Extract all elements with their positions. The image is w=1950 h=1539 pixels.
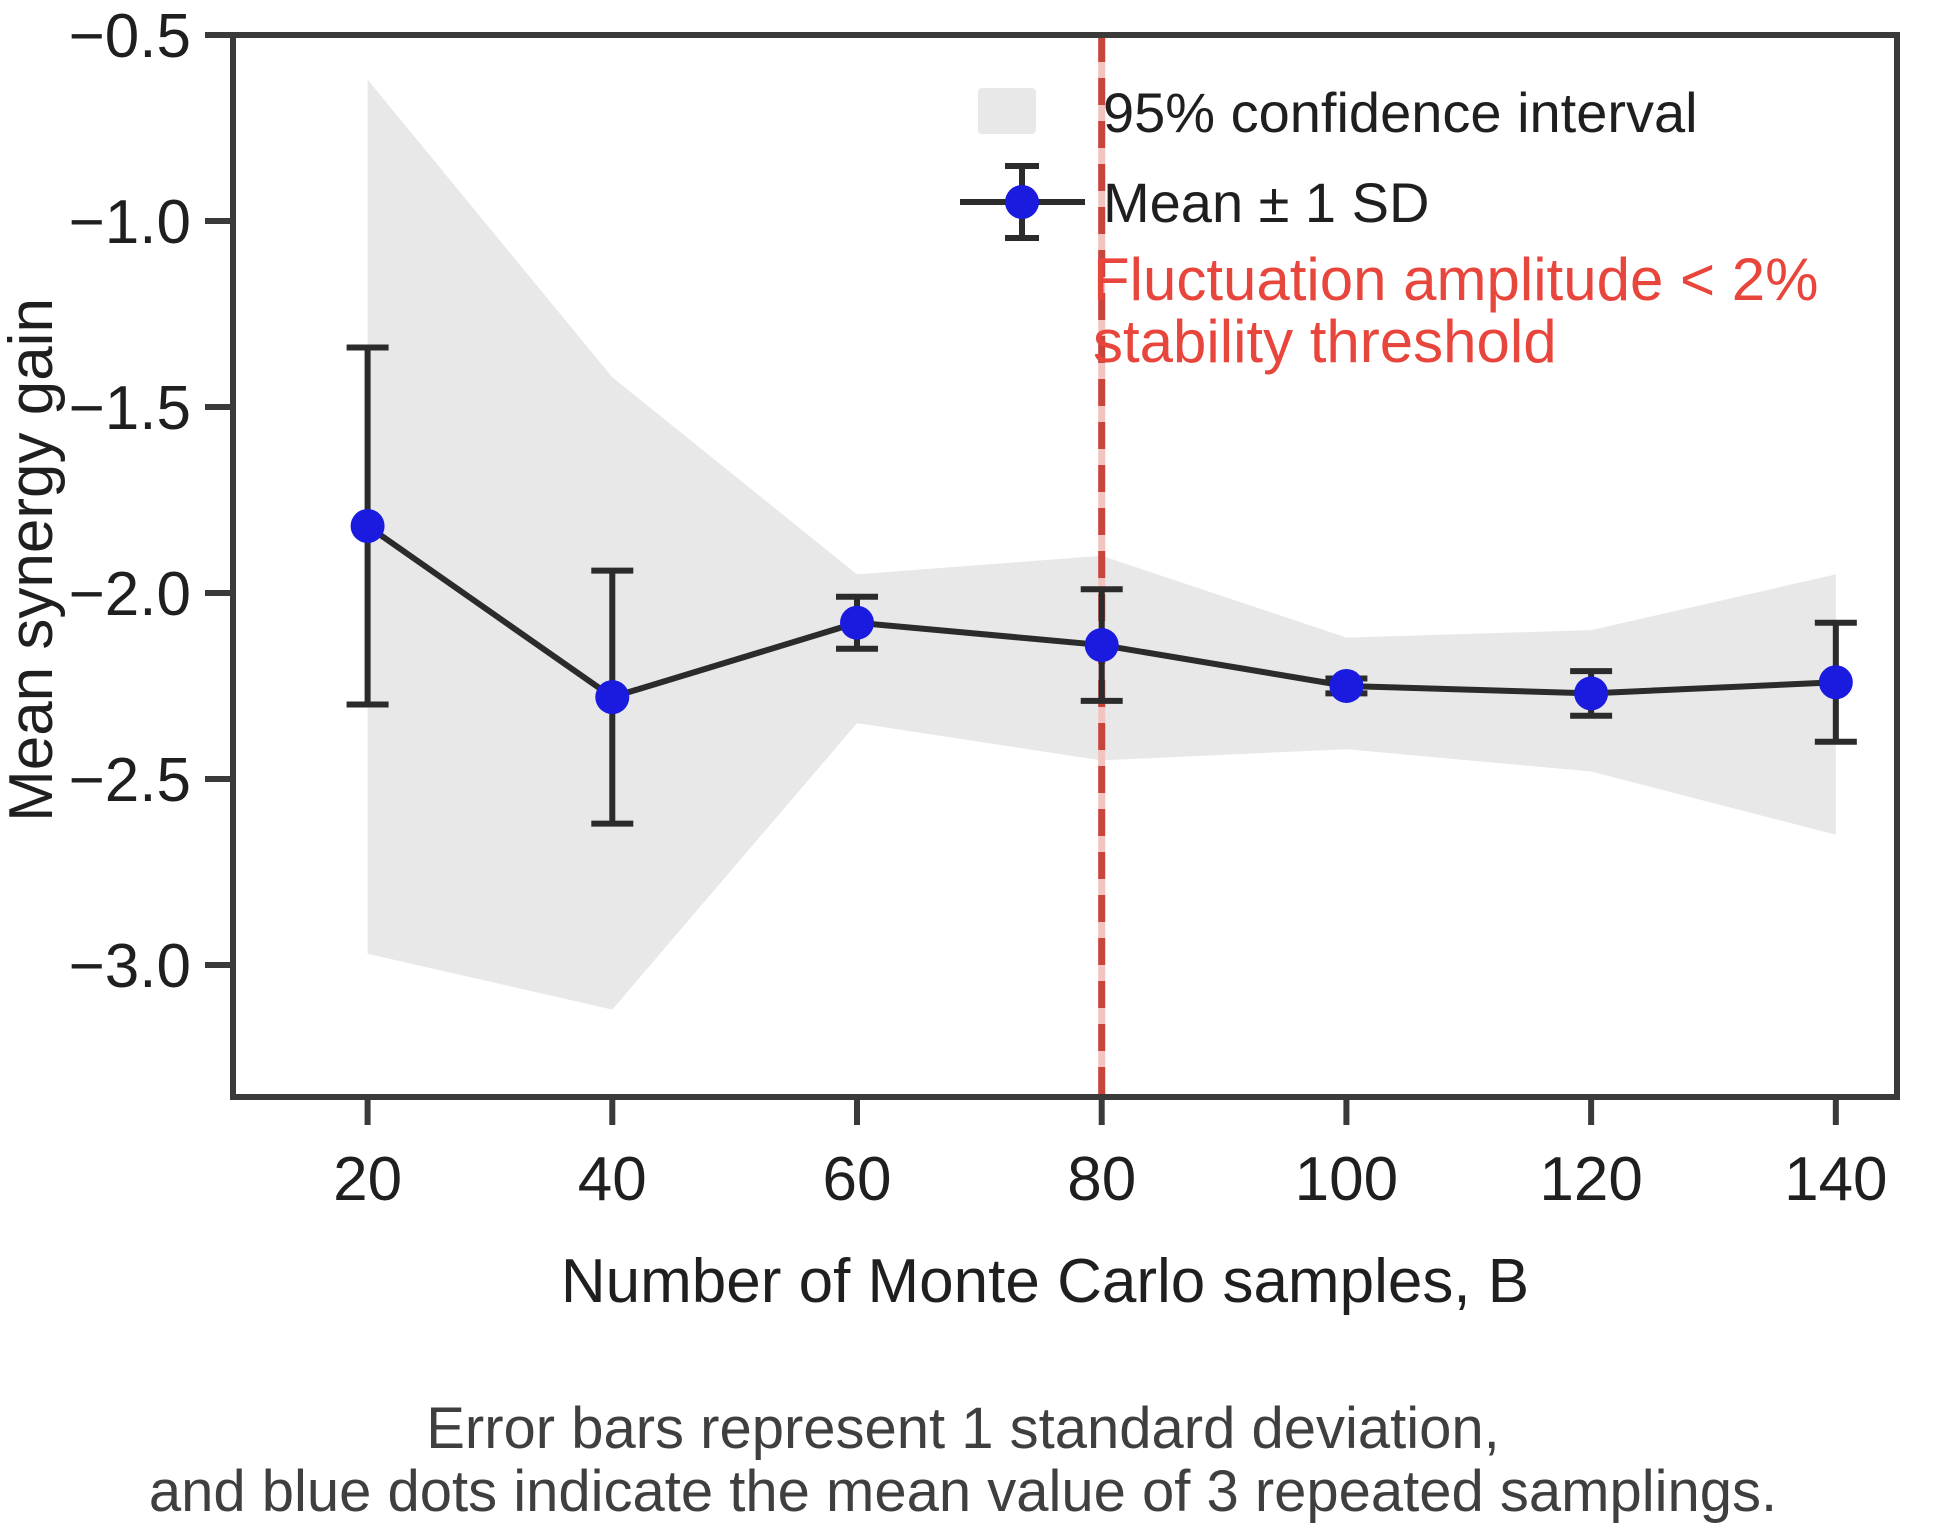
mean-data-point <box>1818 665 1853 700</box>
axis-ticks <box>205 32 1839 1125</box>
mean-data-point <box>1329 668 1364 703</box>
x-tick-label: 80 <box>1067 1145 1136 1214</box>
tick-labels: 20 40 60 80 100 120 140 −0.5 −1.0 −1.5 −2.0 −2.5 −3.… <box>69 2 1888 1214</box>
y-tick-label: −2.5 <box>69 746 191 815</box>
confidence-band <box>367 79 1836 1010</box>
mean-data-point <box>1574 676 1609 711</box>
x-tick-label: 60 <box>823 1145 892 1214</box>
legend-ci-swatch <box>978 88 1036 134</box>
y-axis-label: Mean synergy gain <box>0 298 66 822</box>
x-tick-label: 120 <box>1539 1145 1642 1214</box>
caption-line1: Error bars represent 1 standard deviatio… <box>426 1396 1500 1461</box>
x-tick-label: 100 <box>1295 1145 1398 1214</box>
mean-data-point <box>595 680 630 715</box>
y-tick-label: −3.0 <box>69 932 191 1001</box>
y-tick-label: −2.0 <box>69 560 191 629</box>
axes-box <box>230 32 1900 1100</box>
plot-border <box>230 32 1900 1100</box>
y-tick-label: −1.5 <box>69 374 191 443</box>
threshold-annotation-line2: stability threshold <box>1093 308 1557 375</box>
x-axis-label: Number of Monte Carlo samples, B <box>561 1247 1529 1316</box>
mean-data-point <box>840 605 874 640</box>
legend-ci-label: 95% confidence interval <box>1103 81 1698 144</box>
caption-line2: and blue dots indicate the mean value of… <box>149 1459 1777 1524</box>
x-tick-label: 140 <box>1784 1145 1887 1214</box>
legend <box>960 88 1085 241</box>
ci-band <box>367 79 1836 1010</box>
mean-data-point <box>350 509 385 544</box>
legend-mean-marker <box>1005 185 1039 219</box>
y-tick-label: −1.0 <box>69 188 191 257</box>
data-points <box>350 509 1853 715</box>
x-tick-label: 20 <box>333 1145 402 1214</box>
x-tick-label: 40 <box>578 1145 647 1214</box>
legend-mean-label: Mean ± 1 SD <box>1103 171 1429 234</box>
y-tick-label: −0.5 <box>69 2 191 71</box>
mean-data-point <box>1084 628 1119 663</box>
threshold-annotation-line1: Fluctuation amplitude < 2% <box>1093 246 1818 313</box>
